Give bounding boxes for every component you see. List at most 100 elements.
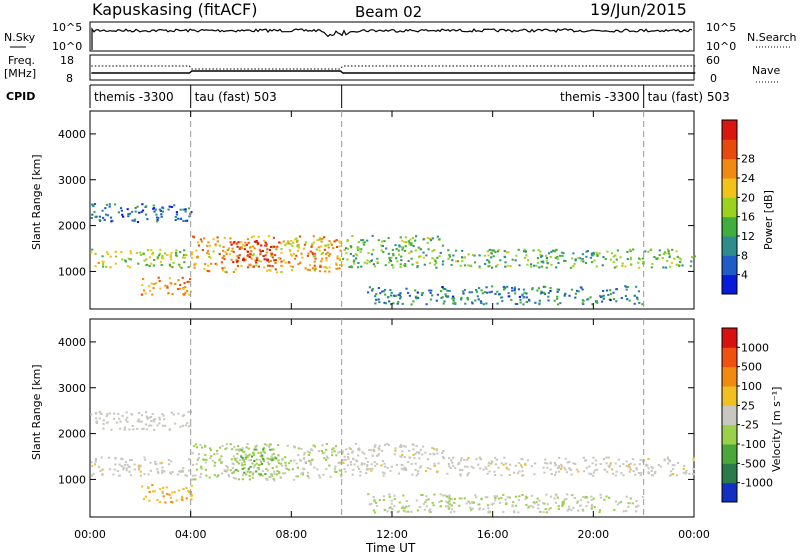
scatter-cell [377, 239, 380, 242]
scatter-cell [175, 499, 178, 502]
scatter-cell [168, 463, 171, 466]
scatter-cell [463, 288, 467, 291]
scatter-cell [371, 234, 374, 237]
scatter-cell [318, 474, 321, 477]
scatter-cell [592, 474, 595, 477]
scatter-cell [483, 254, 486, 257]
scatter-cell [629, 250, 632, 253]
scatter-cell [105, 265, 108, 268]
scatter-cell [581, 253, 584, 256]
scatter-cell [185, 474, 189, 477]
velocity-cbar-label: Velocity [m s⁻¹] [770, 387, 783, 472]
scatter-cell [106, 251, 109, 254]
scatter-cell [408, 241, 411, 244]
scatter-cell [151, 293, 154, 296]
scatter-cell [610, 252, 614, 255]
scatter-cell [485, 302, 488, 305]
scatter-cell [245, 446, 248, 449]
scatter-cell [526, 459, 530, 462]
scatter-cell [244, 453, 247, 456]
scatter-cell [497, 249, 500, 252]
colorbar-segment [722, 120, 737, 140]
scatter-cell [513, 511, 516, 514]
scatter-cell [134, 210, 137, 213]
scatter-cell [344, 470, 347, 473]
scatter-cell [102, 419, 105, 422]
scatter-cell [184, 286, 187, 289]
scatter-cell [380, 464, 383, 467]
scatter-cell [346, 239, 349, 241]
scatter-cell [274, 254, 277, 257]
scatter-cell [596, 253, 599, 256]
scatter-cell [641, 303, 644, 306]
scatter-cell [398, 445, 402, 448]
scatter-cell [482, 468, 485, 471]
scatter-cell [245, 243, 248, 246]
scatter-cell [496, 250, 500, 253]
scatter-cell [266, 469, 270, 472]
scatter-cell [480, 497, 483, 500]
scatter-cell [542, 511, 545, 514]
scatter-cell [375, 462, 379, 465]
scatter-cell [266, 248, 269, 251]
scatter-cell [113, 412, 116, 415]
scatter-cell [240, 264, 243, 267]
scatter-cell [401, 450, 404, 453]
scatter-cell [184, 208, 187, 211]
scatter-cell [525, 301, 528, 303]
scatter-cell [129, 252, 133, 255]
scatter-cell [599, 463, 602, 465]
scatter-cell [179, 425, 182, 428]
scatter-cell [204, 453, 207, 456]
scatter-cell [297, 244, 300, 247]
scatter-cell [490, 252, 493, 255]
scatter-cell [565, 471, 568, 474]
scatter-cell [282, 259, 285, 262]
scatter-cell [590, 495, 593, 498]
scatter-cell [321, 257, 324, 260]
scatter-cell [507, 292, 510, 295]
scatter-cell [390, 511, 393, 514]
scatter-cell [317, 450, 321, 453]
scatter-cell [331, 451, 334, 454]
scatter-cell [530, 263, 533, 266]
scatter-cell [296, 245, 299, 248]
colorbar-segment [722, 366, 737, 387]
scatter-cell [240, 246, 243, 249]
scatter-cell [422, 238, 425, 241]
scatter-cell [442, 302, 445, 305]
scatter-cell [178, 470, 181, 473]
scatter-cell [591, 462, 594, 465]
scatter-cell [617, 458, 620, 461]
scatter-cell [612, 291, 615, 294]
scatter-cell [284, 461, 287, 464]
scatter-cell [398, 294, 401, 297]
scatter-cell [342, 461, 345, 464]
scatter-cell [389, 259, 392, 261]
scatter-cell [557, 505, 560, 508]
scatter-cell [91, 465, 94, 467]
scatter-cell [146, 218, 149, 221]
scatter-cell [269, 475, 272, 478]
scatter-cell [338, 469, 341, 472]
scatter-cell [303, 451, 306, 454]
scatter-cell [460, 457, 463, 460]
scatter-cell [139, 251, 142, 254]
scatter-cell [221, 269, 224, 272]
scatter-cell [139, 464, 142, 467]
scatter-cell [448, 500, 451, 503]
scatter-cell [373, 265, 376, 268]
scatter-cell [235, 457, 238, 460]
scatter-cell [90, 251, 93, 254]
colorbar-segment [722, 424, 737, 445]
scatter-cell [565, 498, 568, 500]
scatter-cell [407, 505, 411, 508]
scatter-cell [474, 299, 477, 302]
scatter-cell [466, 297, 469, 300]
scatter-cell [575, 468, 579, 471]
scatter-cell [401, 248, 404, 251]
scatter-cell [365, 472, 368, 475]
x-axis: Time UT 00:00 04:00 08:00 12:00 16:00 20:00 00… [74, 528, 710, 554]
scatter-cell [667, 462, 670, 465]
